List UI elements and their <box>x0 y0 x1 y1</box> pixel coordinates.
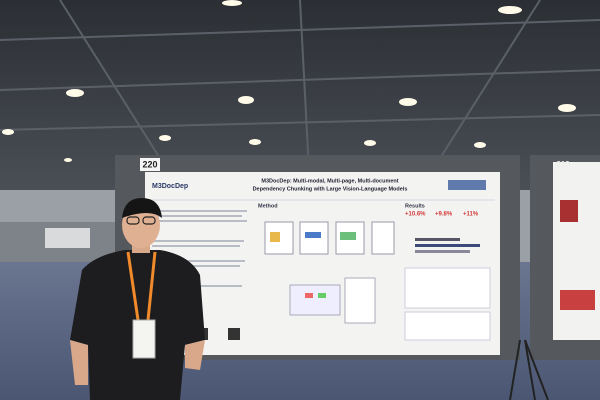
section-heading: Method <box>258 203 278 209</box>
board-number-tag <box>140 158 160 171</box>
poster-title: Dependency Chunking with Large Vision-La… <box>253 186 408 192</box>
ceiling-lights <box>2 0 576 162</box>
results-chart <box>404 238 491 341</box>
poster-text-lines <box>152 210 247 287</box>
result-metrics: +10.6% +9.8% +11% <box>405 212 479 218</box>
person <box>70 198 205 400</box>
method-figure <box>264 221 395 324</box>
metric: +9.8% <box>435 212 453 218</box>
poster-logo: M3DocDep <box>152 183 188 190</box>
metric: +11% <box>463 212 479 218</box>
metric: +10.6% <box>405 212 426 218</box>
easel-legs <box>509 339 549 400</box>
neighbor-figure <box>560 290 595 310</box>
neighbor-figure <box>560 200 578 222</box>
board-number: 219 <box>556 160 570 169</box>
section-heading: Results <box>405 203 425 209</box>
distant-poster <box>45 228 90 248</box>
poster-title: M3DocDep: Multi-modal, Multi-page, Multi… <box>261 178 398 184</box>
neighbor-poster-sheet <box>553 162 600 340</box>
board-number: 220 <box>142 159 157 169</box>
affiliation-logo <box>448 180 486 190</box>
